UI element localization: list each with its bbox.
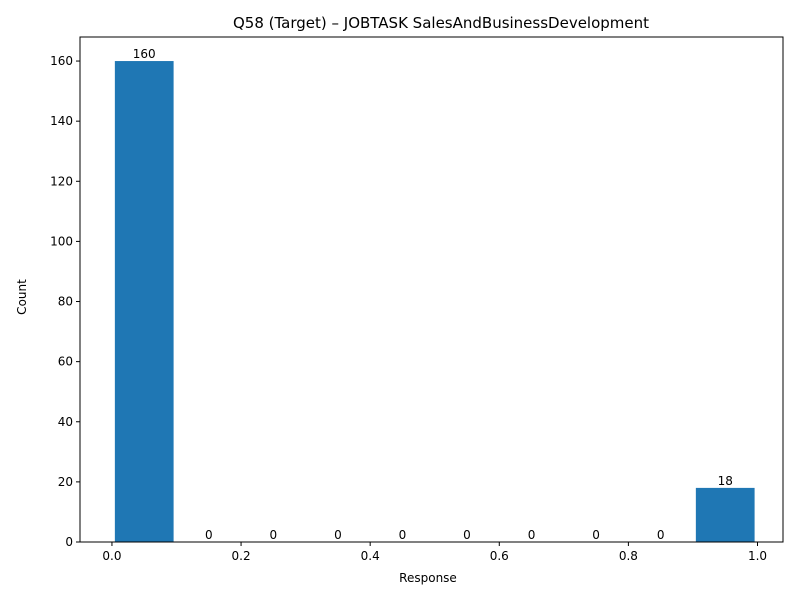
y-tick-label: 20 [58, 475, 73, 489]
plot-frame [79, 36, 784, 543]
y-axis-label: Count [15, 279, 29, 315]
x-tick-label: 0.2 [232, 549, 251, 563]
y-tick-label: 140 [50, 114, 73, 128]
x-tick-label: 0.0 [102, 549, 121, 563]
x-tick-label: 0.4 [361, 549, 380, 563]
bar-value-label: 160 [133, 47, 156, 61]
bar-value-label: 18 [718, 474, 733, 488]
x-tick-label: 0.8 [619, 549, 638, 563]
x-tick-label: 0.6 [490, 549, 509, 563]
bar-value-label: 0 [657, 528, 665, 542]
bar-value-label: 0 [528, 528, 536, 542]
x-axis-label: Response [399, 571, 457, 585]
y-tick-label: 120 [50, 174, 73, 188]
y-tick-label: 40 [58, 415, 73, 429]
bar-value-label: 0 [270, 528, 278, 542]
y-tick-label: 80 [58, 295, 73, 309]
bar-value-label: 0 [592, 528, 600, 542]
chart-title: Q58 (Target) – JOBTASK SalesAndBusinessD… [233, 14, 649, 32]
y-tick-label: 160 [50, 54, 73, 68]
bar-value-label: 0 [334, 528, 342, 542]
bar-value-label: 0 [399, 528, 407, 542]
y-tick-label: 100 [50, 234, 73, 248]
y-tick-label: 0 [65, 535, 73, 549]
histogram-bar [114, 61, 174, 543]
bar-labels-group: 160 0 0 0 0 0 0 0 0 18 [133, 47, 733, 542]
bar-value-label: 0 [463, 528, 471, 542]
y-tick-label: 60 [58, 355, 73, 369]
y-axis-ticks: 0 20 40 60 80 100 120 140 160 [50, 54, 80, 549]
x-axis-ticks: 0.0 0.2 0.4 0.6 0.8 1.0 [102, 542, 767, 563]
x-tick-label: 1.0 [748, 549, 767, 563]
histogram-bar [695, 487, 755, 542]
bars-group [114, 61, 755, 543]
bar-value-label: 0 [205, 528, 213, 542]
